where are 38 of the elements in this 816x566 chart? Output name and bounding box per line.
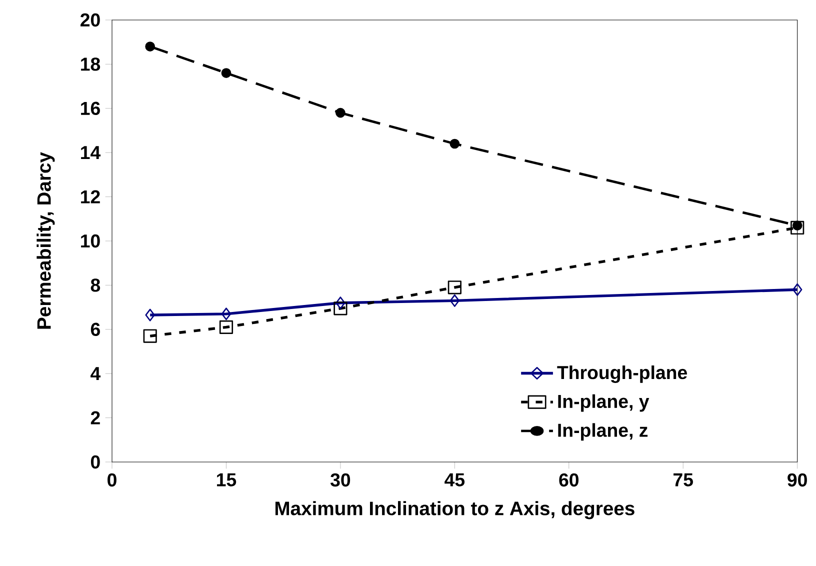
x-tick-label: 15	[217, 473, 236, 486]
y-tick-label: 18	[81, 58, 100, 71]
y-tick-label: 0	[90, 455, 100, 469]
legend-label: In-plane, z	[558, 423, 648, 441]
point	[221, 68, 232, 78]
x-tick-label: 0	[108, 473, 116, 487]
x-tick-label: 90	[788, 473, 807, 487]
point	[143, 329, 157, 343]
point	[792, 283, 802, 296]
point	[450, 138, 460, 149]
y-tick-label: 10	[81, 234, 100, 248]
y-axis-title: Permeability, Darcy	[36, 152, 55, 329]
y-tick-label: 14	[81, 146, 101, 160]
legend-label: In-plane, y	[558, 394, 650, 412]
x-tick-label: 45	[444, 473, 465, 486]
point	[219, 320, 234, 334]
point	[334, 302, 348, 316]
point	[448, 280, 462, 294]
y-tick-label: 16	[81, 102, 100, 116]
y-tick-label: 2	[90, 411, 100, 424]
y-tick-label: 8	[90, 278, 100, 292]
x-tick-label: 60	[559, 473, 579, 487]
x-axis-title: Maximum Inclination to z Axis, degrees	[275, 501, 634, 520]
legend-label: Through-plane	[557, 365, 687, 383]
point	[450, 294, 460, 307]
point	[145, 42, 156, 52]
point	[336, 296, 346, 310]
point	[221, 308, 232, 320]
point	[336, 108, 346, 118]
y-tick-label: 4	[90, 367, 101, 380]
point	[792, 220, 802, 230]
point	[145, 308, 155, 322]
x-tick-label: 75	[674, 473, 693, 486]
x-tick-label: 30	[330, 473, 350, 487]
y-tick-label: 6	[90, 322, 100, 336]
y-tick-label: 12	[81, 190, 100, 204]
point	[790, 220, 804, 235]
y-tick-label: 20	[80, 13, 100, 27]
